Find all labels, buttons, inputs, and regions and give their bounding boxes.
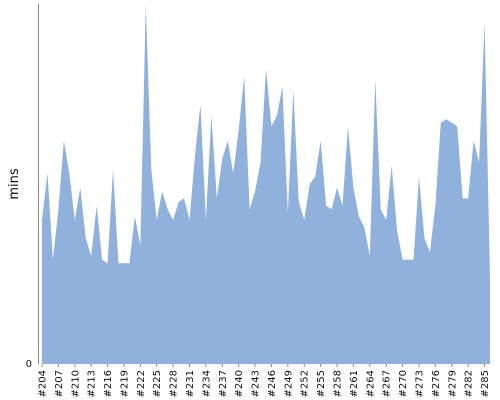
x-tick-label: #276 [431, 370, 442, 397]
x-tick-label: #222 [136, 370, 147, 397]
x-tick-label: #228 [169, 370, 180, 397]
y-axis-label: mins [7, 168, 22, 200]
x-tick-label: #255 [316, 370, 327, 397]
x-tick-label: #258 [333, 370, 344, 397]
x-tick-label: #231 [185, 370, 196, 397]
x-tick-label: #243 [251, 370, 262, 397]
x-tick-label: #279 [447, 370, 458, 397]
x-tick-label: #213 [87, 370, 98, 397]
x-tick-label: #261 [349, 370, 360, 397]
x-tick-label: #249 [283, 370, 294, 397]
plot-area [42, 4, 490, 364]
x-tick-label: #273 [414, 370, 425, 397]
x-tick-label: #234 [201, 370, 212, 397]
x-tick-label: #225 [152, 370, 163, 397]
x-tick-label: #237 [218, 370, 229, 397]
x-tick-label: #204 [38, 370, 49, 397]
y-axis-ticks: 0 [26, 359, 32, 370]
x-tick-label: #267 [382, 370, 393, 397]
x-tick-label: #252 [300, 370, 311, 397]
x-tick-label: #282 [464, 370, 475, 397]
x-tick-label: #240 [234, 370, 245, 397]
x-tick-label: #216 [103, 370, 114, 397]
x-tick-label: #270 [398, 370, 409, 397]
x-tick-label: #285 [480, 370, 491, 397]
area-series [42, 4, 490, 364]
x-axis-ticks: #204 #207 #210 #213 #216 #219 #222 #225 #228 #231… [38, 364, 491, 397]
y-tick-label: 0 [26, 359, 32, 370]
x-tick-label: #264 [365, 370, 376, 397]
x-tick-label: #210 [70, 370, 81, 397]
x-tick-label: #219 [119, 370, 130, 397]
x-tick-label: #246 [267, 370, 278, 397]
x-tick-label: #207 [54, 370, 65, 397]
